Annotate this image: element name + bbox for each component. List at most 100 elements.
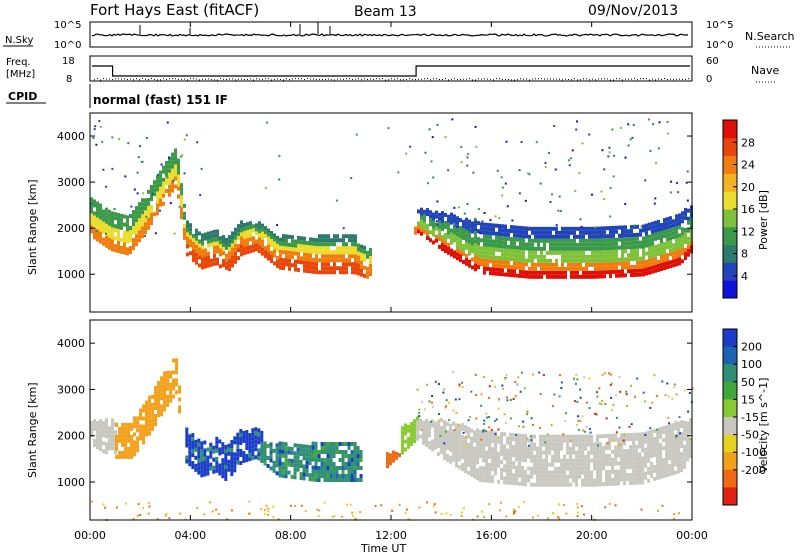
velocity-cell bbox=[572, 462, 576, 467]
power-cell bbox=[651, 229, 654, 234]
velocity-cell bbox=[458, 437, 462, 442]
nave-dot bbox=[133, 79, 134, 81]
velocity-scatter bbox=[333, 514, 336, 517]
power-cell bbox=[486, 238, 489, 243]
power-cell bbox=[600, 226, 603, 231]
power-cell bbox=[345, 266, 348, 271]
power-cell bbox=[570, 254, 573, 259]
velocity-cell bbox=[560, 442, 564, 447]
power-cell bbox=[630, 229, 633, 234]
velocity-cell bbox=[689, 418, 693, 423]
power-cell bbox=[186, 252, 189, 257]
power-cell bbox=[528, 234, 531, 239]
velocity-cell bbox=[482, 434, 486, 439]
velocity-cell bbox=[569, 454, 573, 459]
power-cell bbox=[234, 239, 237, 244]
power-cell bbox=[486, 250, 489, 255]
power-scatter bbox=[436, 224, 439, 227]
velocity-cell bbox=[638, 456, 642, 461]
power-cell bbox=[219, 240, 222, 245]
nave-dot bbox=[553, 78, 554, 80]
velocity-scatter bbox=[488, 385, 491, 388]
power-cell bbox=[333, 242, 336, 247]
power-cell bbox=[507, 256, 510, 261]
nave-dot bbox=[304, 79, 305, 81]
velocity-cell bbox=[385, 456, 389, 461]
power-cell bbox=[630, 233, 633, 238]
velocity-cell bbox=[133, 452, 137, 457]
power-cell bbox=[561, 266, 564, 271]
velocity-cell bbox=[638, 480, 642, 485]
power-cell bbox=[111, 231, 114, 236]
velocity-cell bbox=[242, 438, 246, 443]
power-cell bbox=[645, 223, 648, 228]
velocity-scatter bbox=[164, 514, 167, 517]
freq-tick-high: 18 bbox=[62, 56, 75, 67]
velocity-cell bbox=[314, 453, 318, 458]
power-cell bbox=[681, 259, 684, 264]
power-cell bbox=[105, 215, 108, 220]
velocity-cell bbox=[689, 454, 693, 459]
velocity-cell bbox=[632, 444, 636, 449]
power-scatter bbox=[436, 200, 439, 203]
power-cell bbox=[108, 237, 111, 242]
power-cell bbox=[501, 264, 504, 269]
velocity-cell bbox=[130, 442, 134, 447]
velocity-scatter bbox=[475, 417, 478, 420]
power-cell bbox=[453, 234, 456, 239]
velocity-scatter bbox=[634, 395, 637, 398]
power-cell bbox=[681, 215, 684, 220]
power-cell bbox=[501, 236, 504, 241]
power-cell bbox=[471, 265, 474, 270]
velocity-cell bbox=[656, 451, 660, 456]
nave-dot bbox=[586, 78, 587, 80]
velocity-cell bbox=[124, 442, 128, 447]
power-cell bbox=[210, 242, 213, 247]
velocity-cell bbox=[296, 455, 300, 460]
nave-dot bbox=[634, 78, 635, 80]
velocity-cell bbox=[160, 380, 164, 385]
power-cell bbox=[168, 164, 171, 169]
velocity-cell bbox=[455, 459, 459, 464]
power-scatter bbox=[496, 169, 499, 172]
power-cell bbox=[336, 246, 339, 251]
velocity-cell bbox=[509, 464, 513, 469]
velocity-cell bbox=[566, 450, 570, 455]
power-cell bbox=[333, 266, 336, 271]
colorbar-swatch bbox=[723, 364, 737, 383]
power-cell bbox=[219, 236, 222, 241]
velocity-scatter bbox=[443, 388, 446, 391]
velocity-cell bbox=[605, 470, 609, 475]
velocity-cell bbox=[659, 443, 663, 448]
power-cell bbox=[663, 226, 666, 231]
velocity-cell bbox=[686, 441, 690, 446]
power-cell bbox=[618, 261, 621, 266]
velocity-cell bbox=[308, 453, 312, 458]
power-cell bbox=[474, 231, 477, 236]
velocity-cell bbox=[422, 436, 426, 441]
power-cell bbox=[465, 253, 468, 258]
power-cell bbox=[156, 175, 159, 180]
velocity-cell bbox=[599, 482, 603, 487]
power-cell bbox=[300, 248, 303, 253]
power-cell bbox=[510, 265, 513, 270]
velocity-cell bbox=[617, 453, 621, 458]
power-cell bbox=[93, 199, 96, 204]
power-cell bbox=[132, 246, 135, 251]
velocity-cell bbox=[296, 443, 300, 448]
power-cell bbox=[351, 250, 354, 255]
velocity-cell bbox=[332, 446, 336, 451]
power-cell bbox=[606, 234, 609, 239]
velocity-cell bbox=[620, 437, 624, 442]
power-cell bbox=[558, 266, 561, 271]
velocity-cell bbox=[611, 449, 615, 454]
power-cell bbox=[531, 270, 534, 275]
power-scatter bbox=[350, 177, 353, 180]
power-cell bbox=[366, 250, 369, 255]
velocity-cell bbox=[629, 456, 633, 461]
velocity-cell bbox=[320, 462, 324, 467]
velocity-cell bbox=[105, 426, 108, 431]
velocity-cell bbox=[105, 418, 108, 423]
velocity-cell bbox=[305, 460, 309, 465]
power-cell bbox=[531, 246, 534, 251]
